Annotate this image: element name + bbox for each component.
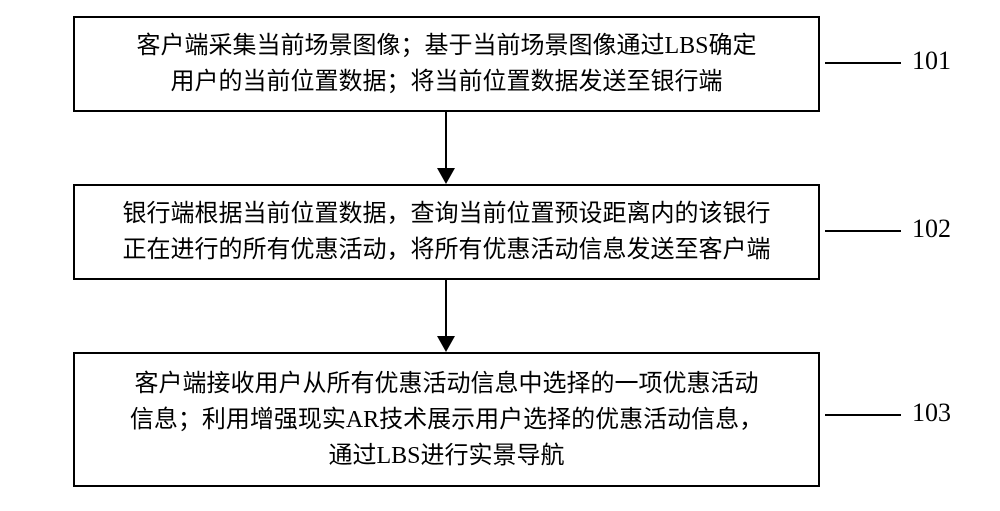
flowchart-container: 客户端采集当前场景图像；基于当前场景图像通过LBS确定 用户的当前位置数据；将当…	[0, 0, 1000, 511]
step-1-label-line	[825, 62, 901, 64]
step-3-line2: 信息；利用增强现实AR技术展示用户选择的优惠活动信息，	[130, 407, 763, 433]
step-1-line2: 用户的当前位置数据；将当前位置数据发送至银行端	[170, 69, 722, 95]
step-1-label: 101	[912, 46, 951, 76]
connector-2-3	[437, 280, 455, 352]
step-3-label: 103	[912, 398, 951, 428]
step-2-label-line	[825, 230, 901, 232]
connector-2-3-arrow	[437, 336, 455, 352]
flowchart-step-1: 客户端采集当前场景图像；基于当前场景图像通过LBS确定 用户的当前位置数据；将当…	[73, 16, 820, 112]
step-3-line1: 客户端接收用户从所有优惠活动信息中选择的一项优惠活动	[135, 371, 759, 397]
step-3-text: 客户端接收用户从所有优惠活动信息中选择的一项优惠活动 信息；利用增强现实AR技术…	[130, 366, 763, 474]
step-3-label-line	[825, 414, 901, 416]
flowchart-step-3: 客户端接收用户从所有优惠活动信息中选择的一项优惠活动 信息；利用增强现实AR技术…	[73, 352, 820, 487]
step-2-text: 银行端根据当前位置数据，查询当前位置预设距离内的该银行 正在进行的所有优惠活动，…	[123, 196, 771, 268]
step-3-line3: 通过LBS进行实景导航	[328, 443, 564, 469]
step-2-label: 102	[912, 214, 951, 244]
connector-1-2-line	[445, 112, 447, 168]
step-2-line1: 银行端根据当前位置数据，查询当前位置预设距离内的该银行	[123, 201, 771, 227]
flowchart-step-2: 银行端根据当前位置数据，查询当前位置预设距离内的该银行 正在进行的所有优惠活动，…	[73, 184, 820, 280]
connector-1-2-arrow	[437, 168, 455, 184]
connector-1-2	[437, 112, 455, 184]
step-1-line1: 客户端采集当前场景图像；基于当前场景图像通过LBS确定	[136, 33, 756, 59]
connector-2-3-line	[445, 280, 447, 336]
step-1-text: 客户端采集当前场景图像；基于当前场景图像通过LBS确定 用户的当前位置数据；将当…	[136, 28, 756, 100]
step-2-line2: 正在进行的所有优惠活动，将所有优惠活动信息发送至客户端	[123, 237, 771, 263]
